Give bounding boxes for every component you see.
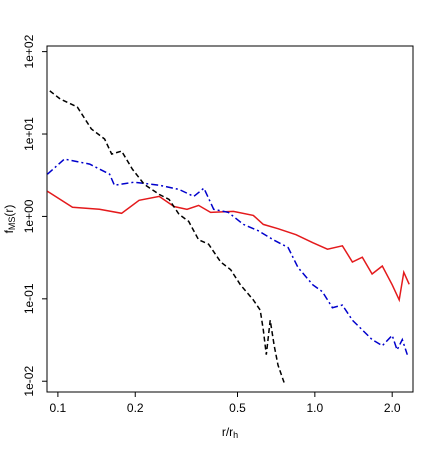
y-label-main: f [2,229,16,233]
x-tick-label: 0.2 [127,401,144,415]
y-tick-label: 1e-01 [22,283,36,314]
y-tick-label: 1e+02 [22,34,36,68]
y-label-tail: (r) [2,205,16,217]
y-axis-label: fMS(r) [2,205,17,234]
x-axis-label: r/rh [222,425,238,440]
series-line [49,90,286,386]
x-tick-label: 0.1 [50,401,67,415]
plot-frame [46,45,414,393]
series-line [46,190,410,303]
x-label-main: r/r [222,425,233,439]
y-label-sub: MS [7,217,17,231]
y-tick-label: 1e+00 [22,199,36,233]
x-label-sub: h [233,430,238,440]
y-tick-label: 1e+01 [22,117,36,151]
x-tick-label: 1.0 [306,401,323,415]
series-line [46,158,409,355]
x-tick-label: 0.5 [229,401,246,415]
x-tick-label: 2.0 [384,401,401,415]
y-tick-label: 1e-02 [22,366,36,397]
